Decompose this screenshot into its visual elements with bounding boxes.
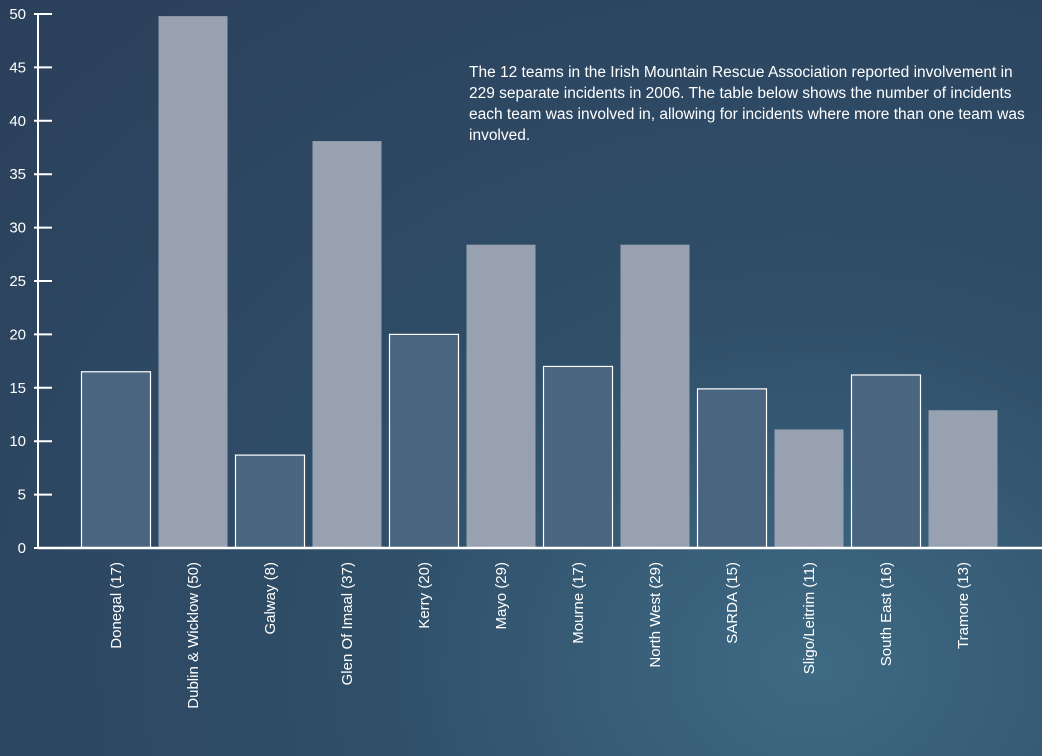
x-tick-label: North West (29) <box>647 562 664 668</box>
bar-2 <box>234 454 306 549</box>
x-tick-label: Glen Of Imaal (37) <box>339 562 356 685</box>
y-tick-label: 40 <box>9 113 26 130</box>
y-tick-label: 50 <box>9 6 26 23</box>
y-tick-label: 10 <box>9 433 26 450</box>
bar-9 <box>774 429 844 548</box>
x-tick-label: Kerry (20) <box>416 562 433 629</box>
x-tick-label: Donegal (17) <box>108 562 125 649</box>
x-tick-label: Mourne (17) <box>570 562 587 644</box>
y-tick-label: 20 <box>9 326 26 343</box>
x-tick-label: Tramore (13) <box>955 562 972 649</box>
bar-1 <box>158 16 228 549</box>
y-tick-label: 30 <box>9 220 26 237</box>
bar-7 <box>620 244 690 549</box>
bar-0 <box>80 371 152 549</box>
y-axis: 0 5 10 15 20 25 30 35 40 45 50 <box>9 6 52 557</box>
x-tick-label: Sligo/Leitrim (11) <box>801 562 818 674</box>
x-tick-label: Dublin & Wicklow (50) <box>185 562 202 709</box>
x-axis: Donegal (17) Dublin & Wicklow (50) Galway … <box>38 546 1042 709</box>
y-tick-label: 15 <box>9 380 26 397</box>
y-tick-label: 35 <box>9 166 26 183</box>
y-tick-label: 45 <box>9 59 26 76</box>
bars-group <box>80 16 998 549</box>
x-tick-label: South East (16) <box>878 562 895 666</box>
bar-4 <box>388 333 460 549</box>
x-tick-label: Galway (8) <box>262 562 279 635</box>
bar-3 <box>312 141 382 549</box>
bar-11 <box>928 410 998 548</box>
bar-6 <box>542 365 614 549</box>
y-tick-label: 5 <box>18 487 26 504</box>
annotation-text: The 12 teams in the Irish Mountain Rescu… <box>469 64 1025 144</box>
bar-5 <box>466 244 536 549</box>
x-tick-label: SARDA (15) <box>724 562 741 644</box>
bar-8 <box>696 388 768 549</box>
bar-10 <box>850 374 922 549</box>
y-tick-label: 25 <box>9 273 26 290</box>
x-tick-label: Mayo (29) <box>493 562 510 630</box>
y-tick-label: 0 <box>18 540 26 557</box>
